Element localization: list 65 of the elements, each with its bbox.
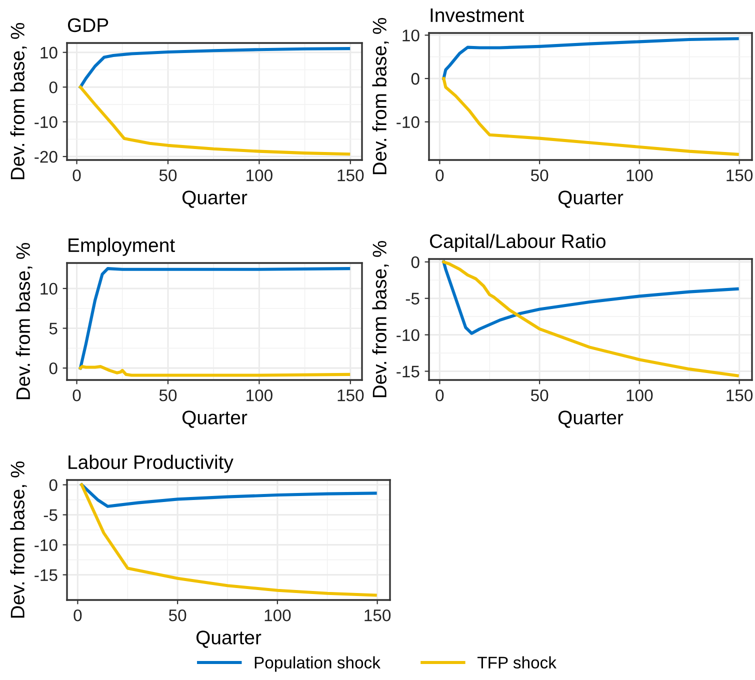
x-axis-title: Quarter bbox=[558, 410, 624, 428]
x-tick-label: 150 bbox=[338, 169, 364, 182]
x-tick-label: 150 bbox=[726, 169, 753, 182]
legend-label: Population shock bbox=[254, 656, 380, 672]
y-tick-label: -5 bbox=[44, 509, 58, 522]
y-axis-title: Dev. from base, % bbox=[372, 18, 389, 174]
x-tick-label: 0 bbox=[72, 169, 81, 182]
line-series bbox=[78, 364, 350, 377]
line-series bbox=[78, 47, 350, 89]
line-series bbox=[442, 37, 739, 80]
line-series bbox=[442, 260, 739, 335]
x-tick-label: 100 bbox=[626, 169, 653, 182]
y-tick-label: 10 bbox=[402, 30, 420, 42]
x-tick-label: 150 bbox=[726, 389, 753, 402]
y-tick-label: 10 bbox=[40, 46, 58, 59]
x-axis-title: Quarter bbox=[182, 410, 248, 428]
y-tick-label: 0 bbox=[411, 72, 420, 85]
line-series bbox=[80, 483, 377, 508]
x-axis-title: Quarter bbox=[182, 190, 248, 208]
x-tick-label: 150 bbox=[338, 389, 364, 402]
y-tick-label: -15 bbox=[34, 569, 58, 582]
y-axis-title: Dev. from base, % bbox=[10, 22, 27, 180]
chart-title: GDP bbox=[68, 18, 108, 32]
chart-title: Investment bbox=[430, 8, 524, 22]
chart-title: Capital/Labour Ratio bbox=[430, 234, 606, 252]
x-tick-label: 100 bbox=[246, 169, 272, 182]
x-axis-title: Quarter bbox=[196, 630, 262, 648]
x-tick-label: 100 bbox=[264, 609, 291, 622]
line-series bbox=[78, 86, 350, 156]
y-axis-title: Dev. from base, % bbox=[372, 240, 389, 398]
y-tick-label: 0 bbox=[49, 362, 58, 374]
x-tick-label: 0 bbox=[436, 169, 444, 182]
chart-title: Employment bbox=[68, 238, 175, 256]
y-tick-label: -10 bbox=[34, 539, 58, 552]
y-tick-label: -20 bbox=[34, 150, 58, 163]
x-tick-label: 0 bbox=[72, 389, 81, 402]
chart-title: Labour Productivity bbox=[68, 454, 234, 473]
y-tick-label: -10 bbox=[396, 116, 420, 128]
legend-label: TFP shock bbox=[477, 656, 556, 669]
x-tick-label: 100 bbox=[626, 389, 653, 402]
y-tick-label: 0 bbox=[49, 479, 58, 492]
line-series bbox=[442, 76, 739, 156]
y-tick-label: -5 bbox=[406, 292, 420, 305]
x-tick-label: 50 bbox=[530, 169, 548, 182]
y-tick-label: -10 bbox=[34, 116, 58, 128]
y-tick-label: -10 bbox=[396, 329, 420, 342]
y-tick-label: 0 bbox=[411, 256, 420, 268]
y-axis-title: Dev. from base, % bbox=[16, 242, 32, 400]
line-series bbox=[80, 483, 377, 597]
y-tick-label: 0 bbox=[49, 81, 58, 94]
x-tick-label: 50 bbox=[159, 389, 177, 402]
x-axis-title: Quarter bbox=[558, 190, 624, 208]
y-tick-label: 10 bbox=[40, 282, 58, 295]
y-tick-label: -15 bbox=[396, 366, 420, 378]
x-tick-label: 50 bbox=[159, 169, 177, 182]
y-axis-title: Dev. from base, % bbox=[10, 461, 27, 618]
line-series bbox=[442, 260, 739, 378]
x-tick-label: 0 bbox=[436, 389, 444, 402]
x-tick-label: 50 bbox=[168, 609, 186, 622]
x-tick-label: 0 bbox=[74, 609, 82, 622]
x-tick-label: 150 bbox=[364, 609, 391, 622]
x-tick-label: 50 bbox=[530, 389, 548, 402]
line-series bbox=[78, 267, 350, 370]
y-tick-label: 5 bbox=[49, 322, 58, 334]
x-tick-label: 100 bbox=[246, 389, 272, 402]
